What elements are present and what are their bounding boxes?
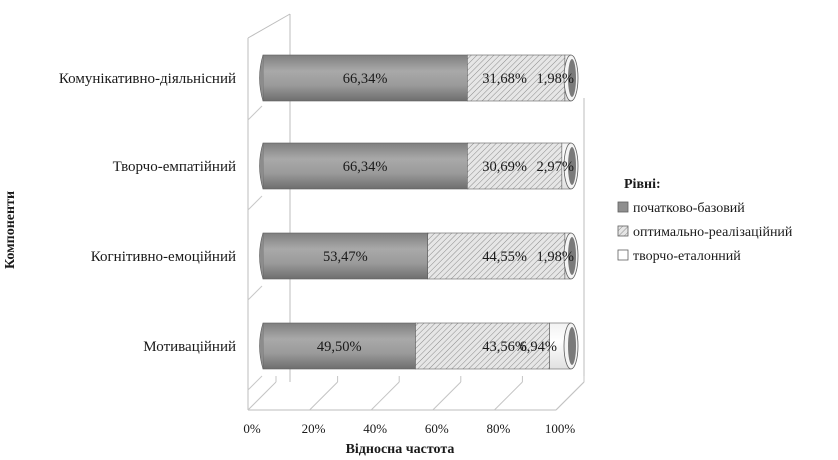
bar-segment [415,322,550,370]
bar-left-cap [259,232,264,280]
bars [259,54,579,370]
wall-division [247,105,263,121]
x-tick-label: 20% [302,421,326,436]
bar-end-cap-inner [568,59,576,97]
x-tick-label: 100% [545,421,576,436]
floor-gridline [555,381,585,411]
value-label: 53,47% [323,249,368,265]
x-tick-label: 60% [425,421,449,436]
wall-division [247,375,263,391]
floor-gridline [494,381,523,411]
y-axis-title: Компоненти [3,191,18,269]
bar-left-cap [259,54,264,102]
bar-segment [262,54,468,102]
bar-left-cap [259,322,264,370]
value-labels: 66,34% 31,68% 1,98% 66,34% 30,69% 2,97% 53,47%… [317,71,574,355]
legend-swatch [617,201,629,213]
legend-title: Рівні: [624,177,661,192]
value-label: 1,98% [537,249,574,265]
x-tick-label: 80% [486,421,510,436]
bar-end-cap-inner [568,147,576,185]
category-label: Мотиваційний [143,339,236,355]
value-label: 1,98% [537,71,574,87]
value-label: 43,56% [482,339,527,355]
legend: Рівні: початково-базовий оптимально-реалі… [617,177,793,264]
value-label: 66,34% [343,159,388,175]
legend-entry: оптимально-реалізаційний [633,225,793,240]
value-label: 6,94% [520,339,557,355]
x-tick-label: 0% [243,421,261,436]
bar-segment [262,322,416,370]
floor-gridline [370,381,400,411]
bar-end-cap-inner [568,327,576,365]
bar-segment [467,142,563,190]
legend-swatch [617,225,629,237]
category-label: Комунікативно-діяльнісний [59,71,236,87]
wall-division [247,195,263,211]
value-label: 66,34% [343,71,388,87]
bar-left-cap [259,142,264,190]
bar-segment [262,232,428,280]
legend-swatch [617,249,629,261]
bar-end-cap-inner [568,237,576,275]
value-label: 44,55% [482,249,527,265]
tick-labels: 0% 20% 40% 60% 80% 100% [243,421,575,436]
gridlines [247,376,585,411]
value-label: 30,69% [482,159,527,175]
category-label: Творчо-емпатійний [113,159,236,175]
wall-division [247,285,263,301]
bar-segment [427,232,566,280]
x-axis-title: Відносна частота [346,442,455,457]
value-label: 2,97% [537,159,574,175]
bar-segment [467,54,566,102]
floor-gridline [309,381,338,411]
floor-gridline [247,381,277,411]
legend-entry: творчо-еталонний [633,249,741,264]
value-label: 31,68% [482,71,527,87]
legend-entry: початково-базовий [633,201,745,216]
category-labels: Комунікативно-діяльнісний Творчо-емпатійн… [59,71,236,355]
x-tick-label: 40% [363,421,387,436]
floor-gridline [432,381,462,411]
category-label: Когнітивно-емоційний [91,249,236,265]
top-wall-edge [247,13,291,39]
value-label: 49,50% [317,339,362,355]
bar-segment [262,142,468,190]
